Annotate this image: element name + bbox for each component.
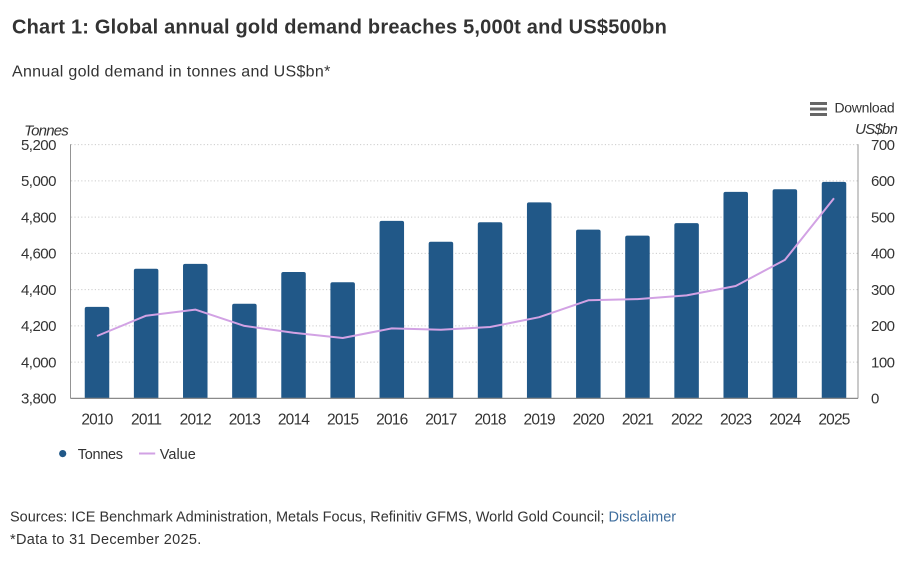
svg-text:5,200: 5,200: [21, 137, 56, 154]
svg-text:Sources: ICE Benchmark Adminis: Sources: ICE Benchmark Administration, M…: [10, 510, 676, 526]
svg-text:300: 300: [871, 282, 895, 299]
svg-text:4,400: 4,400: [21, 282, 56, 299]
svg-text:2025: 2025: [818, 411, 849, 428]
svg-text:2011: 2011: [131, 411, 161, 428]
svg-text:*Data to 31 December 2025.: *Data to 31 December 2025.: [10, 532, 202, 548]
svg-text:200: 200: [871, 318, 895, 335]
svg-text:2021: 2021: [622, 411, 653, 428]
svg-text:Value: Value: [160, 447, 196, 463]
svg-text:4,600: 4,600: [21, 246, 56, 263]
svg-text:Annual gold demand in tonnes a: Annual gold demand in tonnes and US$bn*: [12, 64, 331, 81]
svg-text:Tonnes: Tonnes: [24, 122, 69, 139]
svg-text:Download: Download: [835, 99, 895, 115]
svg-text:4,000: 4,000: [21, 354, 56, 371]
svg-text:US$bn: US$bn: [855, 121, 897, 138]
svg-text:400: 400: [871, 246, 895, 263]
svg-text:Chart 1: Global annual gold de: Chart 1: Global annual gold demand breac…: [12, 17, 667, 39]
svg-text:100: 100: [871, 354, 895, 371]
svg-text:2013: 2013: [229, 411, 260, 428]
svg-text:600: 600: [871, 173, 895, 190]
svg-text:2020: 2020: [573, 411, 605, 428]
svg-text:3,800: 3,800: [21, 391, 56, 408]
svg-text:2018: 2018: [474, 411, 505, 428]
svg-text:2012: 2012: [180, 411, 211, 428]
svg-text:2014: 2014: [278, 411, 310, 428]
svg-text:500: 500: [871, 209, 895, 226]
svg-text:2010: 2010: [81, 411, 113, 428]
svg-text:2019: 2019: [524, 411, 555, 428]
svg-text:Tonnes: Tonnes: [78, 447, 123, 463]
svg-text:2016: 2016: [376, 411, 407, 428]
svg-text:2022: 2022: [671, 411, 702, 428]
svg-text:2023: 2023: [720, 411, 751, 428]
svg-text:2017: 2017: [425, 411, 456, 428]
svg-text:4,800: 4,800: [21, 209, 56, 226]
svg-text:0: 0: [871, 391, 879, 408]
svg-text:5,000: 5,000: [21, 173, 56, 190]
svg-text:4,200: 4,200: [21, 318, 56, 335]
svg-text:2015: 2015: [327, 411, 358, 428]
svg-text:700: 700: [871, 137, 895, 154]
svg-text:2024: 2024: [769, 411, 801, 428]
